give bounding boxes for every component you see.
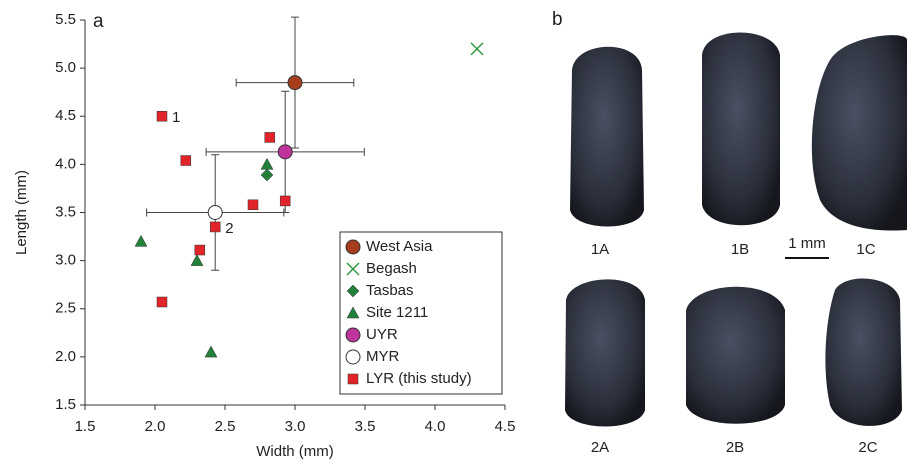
figure: b 1 mm 1A 1B 1C 2A 2B 2C 1.5 2.0 2.5 3.0 3.5 4.0 4.5… — [0, 0, 907, 467]
point — [181, 156, 191, 166]
specimen-label: 2A — [591, 439, 609, 456]
y-tick-label: 3.0 — [55, 252, 76, 269]
x-tick-label: 2.0 — [145, 418, 166, 435]
point — [471, 43, 483, 55]
grain-photo — [812, 35, 907, 230]
y-axis-title: Length (mm) — [13, 170, 30, 255]
grain-photo — [570, 47, 644, 227]
x-tick-label: 4.5 — [495, 418, 516, 435]
legend-marker — [346, 240, 360, 254]
grain-photo — [686, 287, 785, 424]
legend-marker — [346, 328, 360, 342]
legend-marker — [346, 350, 360, 364]
point — [205, 346, 217, 357]
y-tick-label: 1.5 — [55, 396, 76, 413]
legend-marker — [348, 374, 358, 384]
point — [278, 145, 292, 159]
y-tick-label: 3.5 — [55, 203, 76, 220]
x-tick-label: 3.5 — [355, 418, 376, 435]
specimen-label: 1B — [731, 241, 749, 258]
photos — [565, 33, 907, 427]
grain-photo — [702, 33, 780, 226]
point — [265, 132, 275, 142]
y-tick-label: 4.0 — [55, 155, 76, 172]
point — [280, 196, 290, 206]
grain-photo — [565, 279, 645, 426]
legend-label: Site 1211 — [366, 304, 428, 321]
point — [157, 297, 167, 307]
grain-photo — [825, 279, 902, 426]
specimen-label: 2C — [858, 439, 877, 456]
point — [135, 235, 147, 246]
y-tick-label: 2.5 — [55, 300, 76, 317]
panel-label: b — [552, 9, 563, 30]
specimen-label: 2B — [726, 439, 744, 456]
y-tick-label: 4.5 — [55, 107, 76, 124]
legend-label: Tasbas — [366, 282, 414, 299]
y-tick-label: 5.5 — [55, 11, 76, 28]
legend-label: LYR (this study) — [366, 370, 472, 387]
point — [261, 158, 273, 169]
annotation: 1 — [172, 109, 180, 126]
x-axis-title: Width (mm) — [256, 443, 334, 460]
legend-label: Begash — [366, 260, 417, 277]
x-tick-label: 2.5 — [215, 418, 236, 435]
x-tick-label: 4.0 — [425, 418, 446, 435]
point — [208, 206, 222, 220]
point — [288, 76, 302, 90]
legend-label: West Asia — [366, 238, 433, 255]
annotation: 2 — [225, 220, 233, 237]
y-tick-label: 2.0 — [55, 348, 76, 365]
point — [248, 200, 258, 210]
legend-label: MYR — [366, 348, 400, 365]
point — [191, 255, 203, 266]
scale-bar-label: 1 mm — [788, 235, 826, 252]
y-tick-label: 5.0 — [55, 59, 76, 76]
point — [157, 111, 167, 121]
point — [210, 222, 220, 232]
legend-label: UYR — [366, 326, 398, 343]
point — [261, 169, 273, 181]
point — [195, 245, 205, 255]
specimen-label: 1C — [856, 241, 875, 258]
specimen-label: 1A — [591, 241, 609, 258]
x-tick-label: 3.0 — [285, 418, 306, 435]
x-tick-label: 1.5 — [75, 418, 96, 435]
panel-label: a — [93, 11, 104, 32]
